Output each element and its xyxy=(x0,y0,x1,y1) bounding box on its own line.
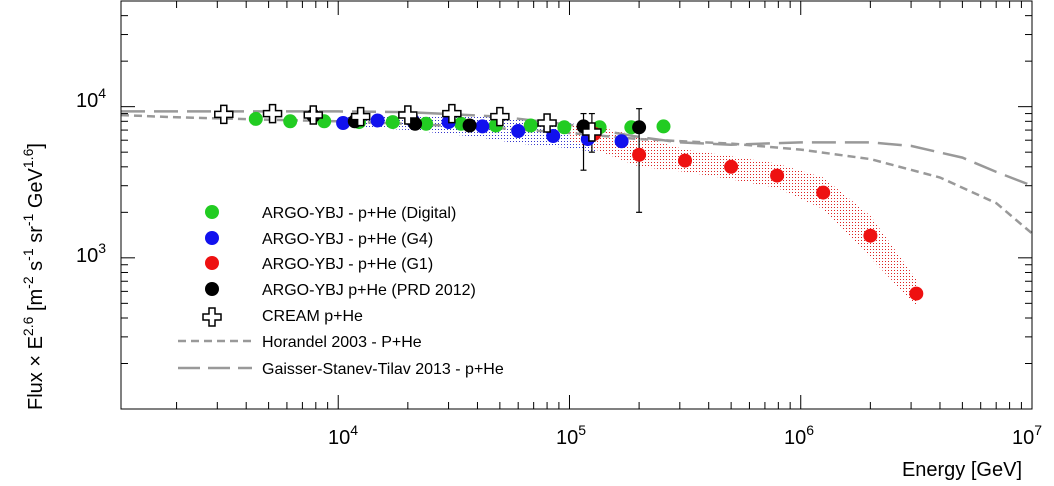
data-point xyxy=(632,147,647,162)
x-tick-label-1e4: 104 xyxy=(328,422,358,449)
legend-label-cream: CREAM p+He xyxy=(262,308,363,325)
y-tick-labels: 103 104 xyxy=(76,85,106,267)
data-point xyxy=(283,114,298,129)
data-point xyxy=(336,116,351,130)
legend-marker-digital xyxy=(205,205,219,219)
plot-frame xyxy=(120,0,1033,410)
legend-marker-cream xyxy=(202,307,222,327)
data-point xyxy=(419,116,434,131)
data-point xyxy=(523,118,538,133)
data-point xyxy=(724,159,739,174)
axis-ticks xyxy=(121,0,1033,410)
data-point xyxy=(909,286,924,301)
cream-point xyxy=(537,113,557,133)
legend-marker-prd2012 xyxy=(205,282,219,296)
legend-entry-digital: ARGO-YBJ - p+He (Digital) xyxy=(205,205,456,222)
legend-label-horandel: Horandel 2003 - P+He xyxy=(262,334,422,351)
cream-point xyxy=(398,105,418,125)
data-point xyxy=(462,118,477,133)
uncertainty-band xyxy=(569,124,917,306)
data-point xyxy=(632,120,647,135)
model-curves xyxy=(121,110,1032,235)
horandel-curve xyxy=(121,113,1032,235)
x-tick-label-1e6: 106 xyxy=(784,422,814,449)
legend-label-digital: ARGO-YBJ - p+He (Digital) xyxy=(262,205,456,222)
cream-point xyxy=(214,104,234,125)
data-point xyxy=(475,119,490,134)
y-axis-title: Flux × E2.6 [m-2 s-1 sr-1 GeV1.6] xyxy=(20,143,47,410)
legend-label-gst: Gaisser-Stanev-Tilav 2013 - p+He xyxy=(262,361,504,378)
legend-label-prd2012: ARGO-YBJ p+He (PRD 2012) xyxy=(262,282,476,299)
x-axis-title: Energy [GeV] xyxy=(902,459,1022,481)
legend-entry-prd2012: ARGO-YBJ p+He (PRD 2012) xyxy=(205,282,476,299)
data-point xyxy=(656,119,671,134)
cream-point xyxy=(262,103,283,124)
legend-entry-g1: ARGO-YBJ - p+He (G1) xyxy=(205,256,433,273)
data-point xyxy=(863,228,878,243)
legend-entry-g4: ARGO-YBJ - p+He (G4) xyxy=(205,231,433,248)
data-point xyxy=(511,124,526,138)
data-point xyxy=(370,113,385,128)
cream-point xyxy=(303,105,324,125)
data-point xyxy=(678,153,692,168)
y-tick-label-1e3: 103 xyxy=(76,240,106,267)
data-point xyxy=(770,168,785,183)
x-tick-label-1e7: 107 xyxy=(1012,422,1042,449)
y-tick-label-1e4: 104 xyxy=(76,85,106,112)
cream-point xyxy=(490,106,510,127)
data-point xyxy=(248,111,263,126)
legend-marker-g1 xyxy=(205,256,219,270)
legend-entry-cream: CREAM p+He xyxy=(202,307,363,327)
data-points xyxy=(214,103,924,301)
data-point xyxy=(614,134,629,149)
cream-point xyxy=(582,122,602,142)
x-tick-labels: 104 105 106 107 xyxy=(328,422,1042,449)
legend-marker-g4 xyxy=(205,231,219,245)
x-tick-label-1e5: 105 xyxy=(556,422,586,449)
legend-label-g1: ARGO-YBJ - p+He (G1) xyxy=(262,256,433,273)
cream-point xyxy=(350,106,371,127)
data-point xyxy=(557,120,572,135)
data-point xyxy=(385,115,400,130)
cream-point xyxy=(442,103,462,124)
legend-entry-gst: Gaisser-Stanev-Tilav 2013 - p+He xyxy=(178,361,504,378)
legend-label-g4: ARGO-YBJ - p+He (G4) xyxy=(262,231,433,248)
data-point xyxy=(816,185,831,200)
legend: ARGO-YBJ - p+He (Digital) ARGO-YBJ - p+H… xyxy=(178,205,504,378)
data-point xyxy=(408,116,423,131)
legend-entry-horandel: Horandel 2003 - P+He xyxy=(178,334,422,351)
gst-curve xyxy=(121,110,1032,187)
